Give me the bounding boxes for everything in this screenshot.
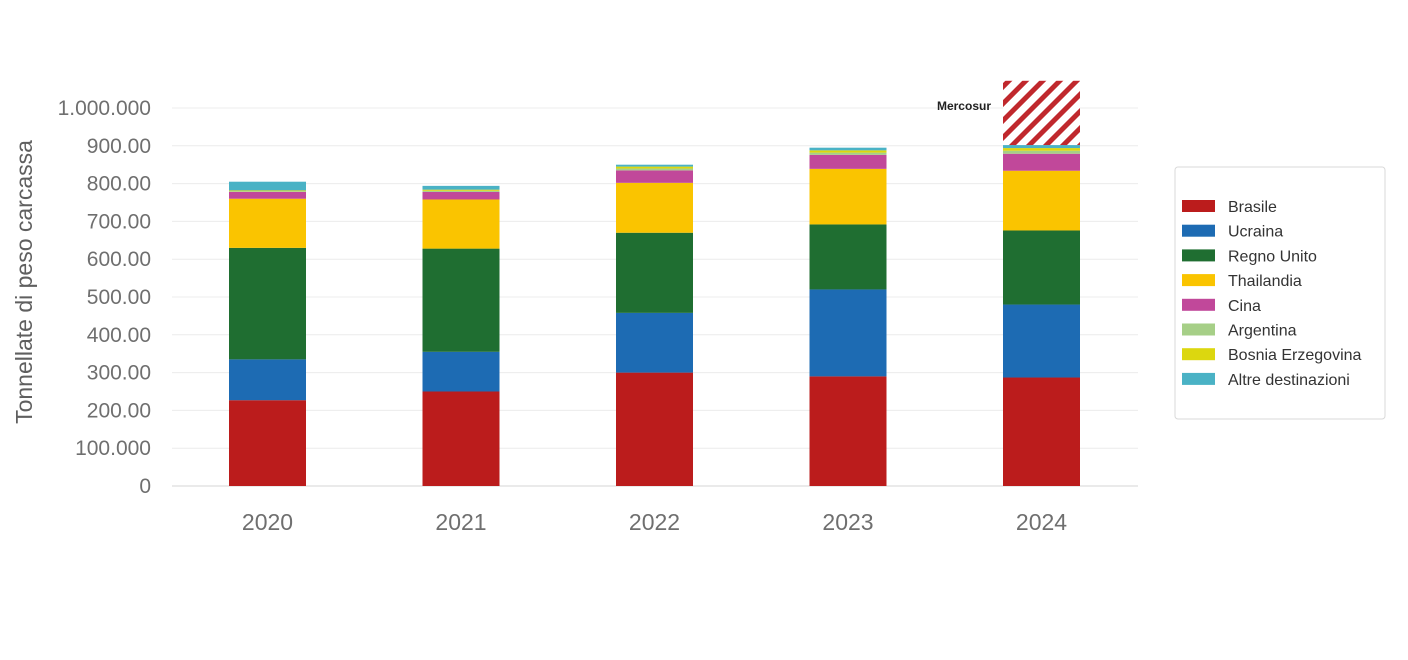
bar-segment: [422, 191, 500, 200]
bar-segment: [229, 359, 306, 401]
bar-segment: [422, 185, 500, 190]
bar-segment: [1003, 170, 1080, 231]
y-tick-label: 900.00: [87, 135, 151, 158]
bar-segment: [809, 376, 887, 486]
bar-segment: [616, 232, 693, 313]
bar-segment: [809, 154, 887, 169]
bar-segment: [809, 224, 887, 290]
bar-segment: [809, 289, 887, 377]
bar-segment: [422, 199, 500, 249]
bar-segment: [809, 147, 887, 151]
legend-swatch: [1182, 224, 1215, 237]
mercosur-hatched-segment: [1003, 80, 1080, 146]
y-tick-label: 500.00: [87, 286, 151, 309]
bar-segment: [1003, 304, 1080, 378]
legend-swatch: [1182, 249, 1215, 262]
y-tick-label: 100.000: [75, 437, 151, 460]
x-tick-label: 2021: [435, 509, 486, 535]
bar-segment: [1003, 148, 1080, 151]
bar-segment: [809, 152, 887, 155]
bar-segment: [1003, 153, 1080, 171]
annotation-label: Mercosur: [937, 99, 991, 113]
y-tick-label: 600.00: [87, 248, 151, 271]
bar-segment: [229, 181, 306, 191]
bar-segment: [616, 166, 693, 169]
legend: Brasile Ucraina Regno Unito Thailandia Cina A…: [1174, 166, 1386, 420]
legend-swatch: [1182, 323, 1215, 336]
bar-segment: [616, 372, 693, 486]
legend-swatch: [1182, 274, 1215, 287]
legend-label: Cina: [1228, 298, 1261, 315]
y-axis-label: Tonnellate di peso carcassa: [11, 140, 37, 424]
y-axis-ticks: 0 100.000 200.00 300.00 400.00 500.00 600.00 70…: [58, 97, 151, 498]
legend-label: Argentina: [1228, 323, 1297, 340]
y-tick-label: 1.000.000: [58, 97, 151, 120]
bar-segment: [616, 182, 693, 233]
legend-label: Altre destinazioni: [1228, 372, 1350, 389]
bar-segment: [229, 191, 306, 199]
x-axis-ticks: 2020 2021 2022 2023 2024: [242, 509, 1067, 535]
legend-swatch: [1182, 200, 1215, 212]
bar-segment: [1003, 377, 1080, 486]
legend-swatch: [1182, 348, 1215, 361]
legend-label: Regno Unito: [1228, 248, 1317, 265]
y-tick-label: 300.00: [87, 362, 151, 385]
bar-segment: [616, 312, 693, 373]
bar-segment: [422, 189, 500, 191]
y-tick-label: 800.00: [87, 173, 151, 196]
y-tick-label: 200.00: [87, 399, 151, 422]
bar-segment: [229, 191, 306, 192]
bar-segment: [809, 150, 887, 153]
bar-segment: [422, 190, 500, 192]
x-tick-label: 2024: [1016, 509, 1067, 535]
bar-segment: [1003, 230, 1080, 305]
bar-segment: [616, 170, 693, 183]
y-tick-label: 400.00: [87, 324, 151, 347]
y-tick-label: 0: [139, 475, 151, 498]
legend-label: Ucraina: [1228, 224, 1283, 241]
annotations: Mercosur: [937, 99, 991, 113]
bar-segment: [616, 164, 693, 167]
x-tick-label: 2023: [822, 509, 873, 535]
bar-segment: [422, 351, 500, 392]
bar-segment: [229, 400, 306, 486]
bar-segment: [1003, 145, 1080, 149]
legend-box: [1174, 166, 1386, 420]
bar-segment: [229, 190, 306, 192]
bar-segment: [229, 198, 306, 248]
legend-label: Thailandia: [1228, 273, 1302, 290]
x-tick-label: 2020: [242, 509, 293, 535]
bar-segment: [1003, 150, 1080, 154]
legend-swatch: [1182, 372, 1215, 385]
legend-swatch: [1182, 298, 1215, 311]
bars: [229, 80, 1080, 486]
bar-segment: [616, 168, 693, 171]
bar-segment: [229, 247, 306, 360]
bar-segment: [422, 248, 500, 352]
x-tick-label: 2022: [629, 509, 680, 535]
bar-segment: [809, 168, 887, 225]
y-tick-label: 700.00: [87, 210, 151, 233]
legend-label: Brasile: [1228, 199, 1277, 216]
legend-label: Bosnia Erzegovina: [1228, 347, 1362, 364]
bar-segment: [422, 391, 500, 486]
